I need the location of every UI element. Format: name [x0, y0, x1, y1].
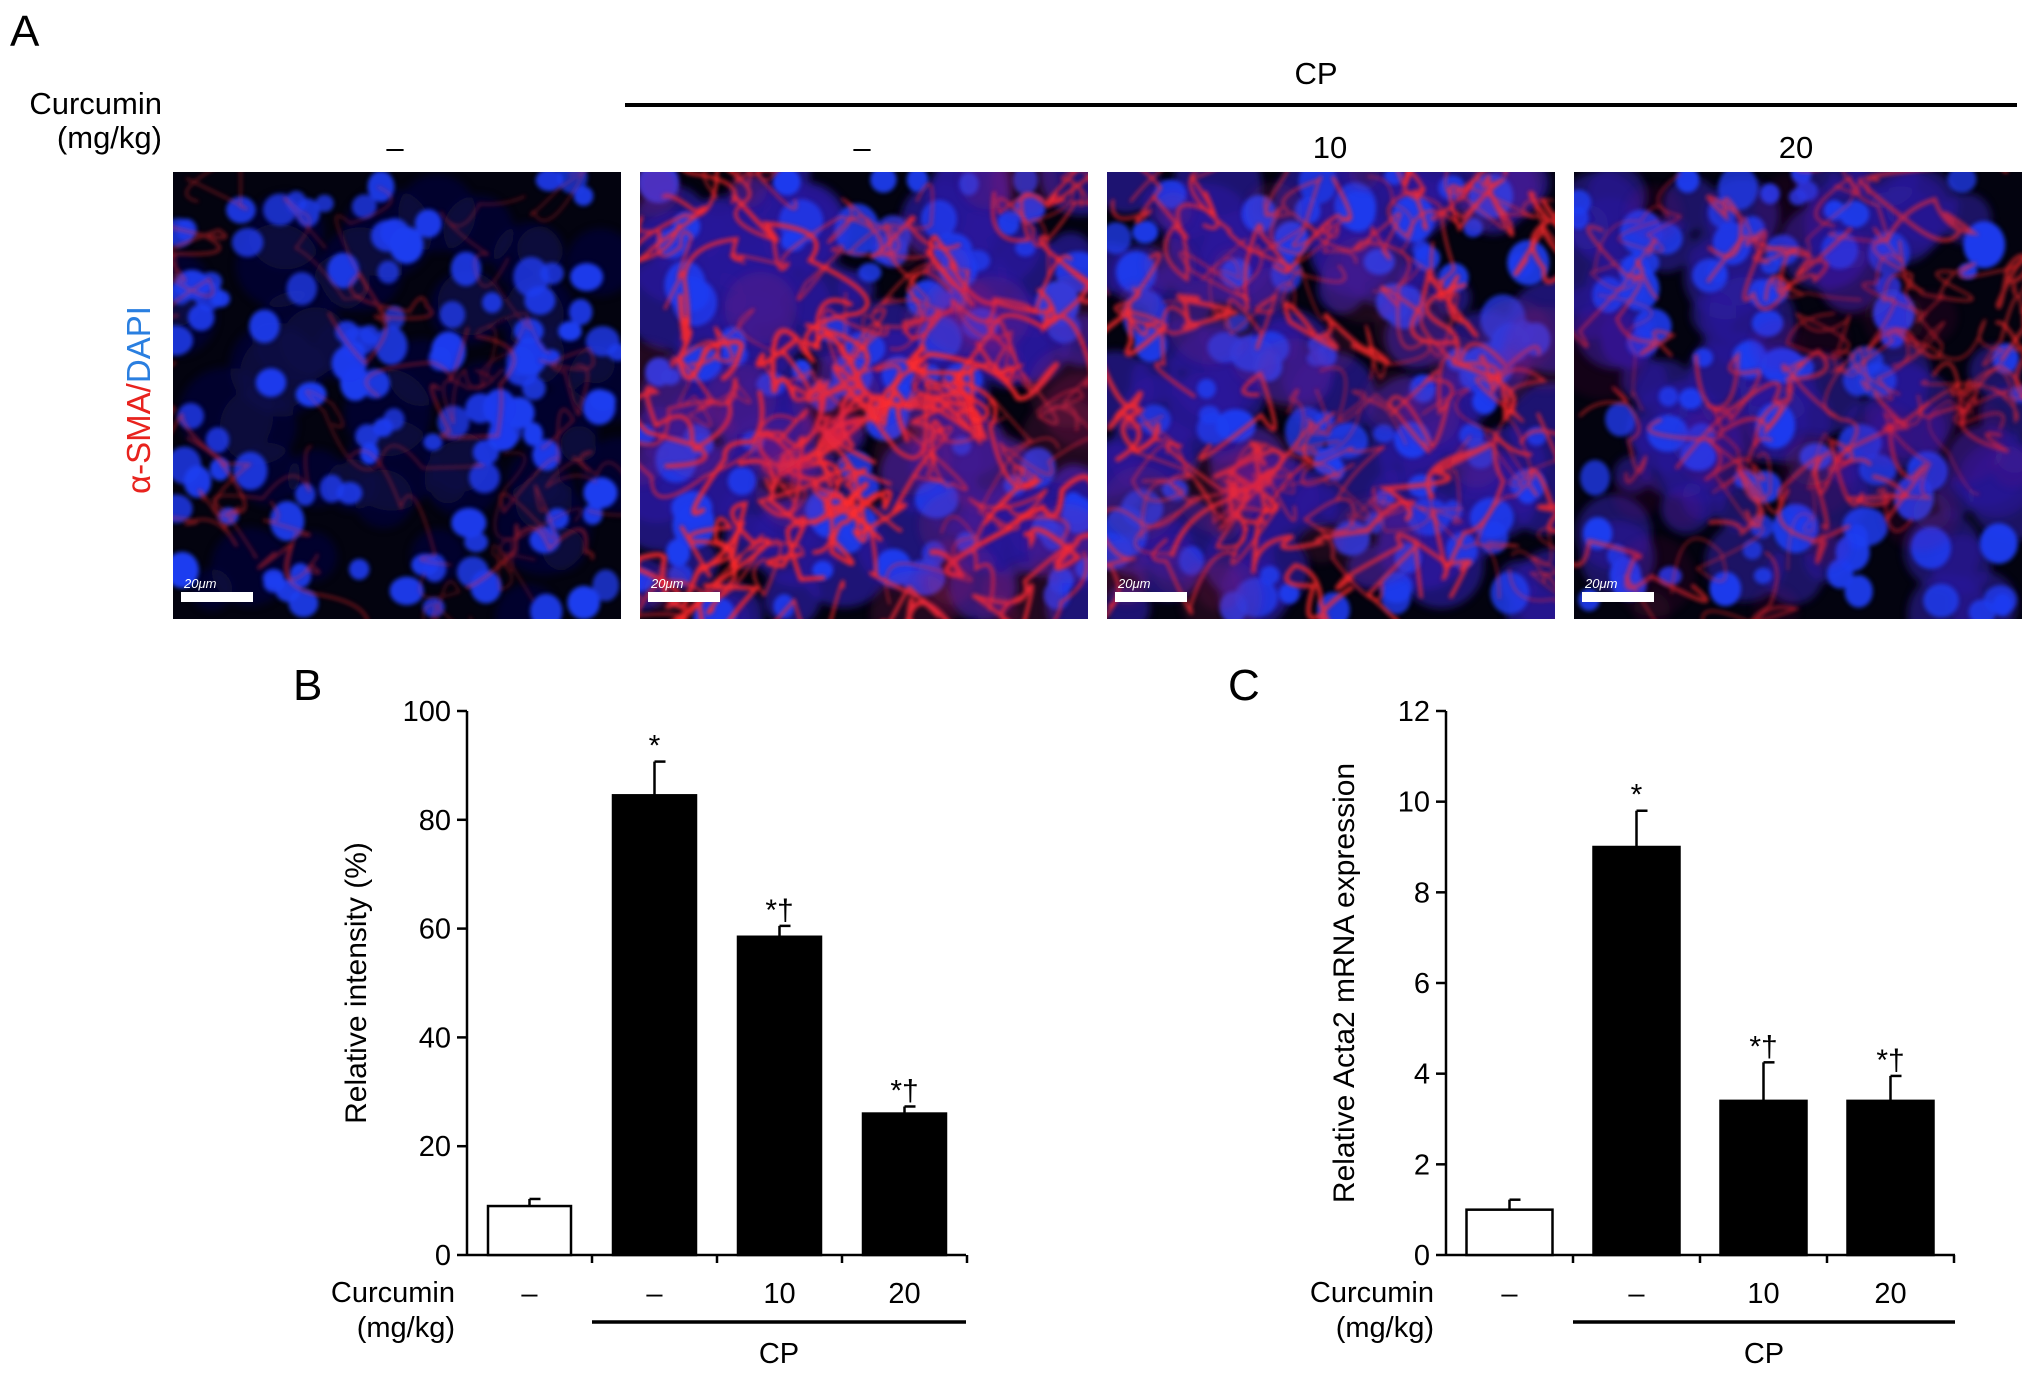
bar: [611, 794, 698, 1257]
scale-bar: [648, 592, 720, 602]
stain-label: α-SMA/DAPI: [120, 306, 157, 494]
chart-b: 0 20 40 60 80 100 Relative intensity (%) – * – *† 1…: [331, 696, 969, 1370]
significance-label: *: [1631, 779, 1643, 812]
image-dose-label: 10: [1313, 130, 1347, 165]
micrograph-image: 20μm: [1107, 172, 1555, 619]
bar: [1719, 1099, 1808, 1257]
panel-a-dose-label-line2: (mg/kg): [57, 120, 162, 155]
micrograph-row: 20μm 20μm 20μm 20μm: [173, 172, 2022, 619]
x-category-label: 10: [763, 1278, 795, 1310]
panel-a-treatment-label: CP: [1294, 56, 1337, 91]
micrograph-image: 20μm: [1574, 172, 2022, 619]
significance-label: *†: [1876, 1044, 1904, 1077]
image-dose-label: –: [386, 130, 404, 165]
image-dose-label: –: [853, 130, 871, 165]
x-category-label: –: [521, 1278, 538, 1310]
bar: [861, 1112, 948, 1257]
y-tick-label: 40: [419, 1022, 451, 1054]
bar: [1846, 1099, 1935, 1257]
x-category-label: 20: [888, 1278, 920, 1310]
bar: [1465, 1208, 1554, 1257]
y-tick-label: 12: [1398, 696, 1430, 728]
significance-label: *†: [1749, 1030, 1777, 1063]
significance-label: *: [649, 730, 661, 763]
stain-label-separator: /: [120, 382, 157, 392]
image-dose-label: 20: [1779, 130, 1813, 165]
micrograph-image: 20μm: [173, 172, 621, 619]
y-tick-label: 8: [1414, 877, 1430, 909]
x-category-label: 20: [1874, 1278, 1906, 1310]
scale-bar: [181, 592, 253, 602]
panel-b-letter: B: [293, 661, 322, 710]
chart-c: 0 2 4 6 8 10 12 Relative Acta2 mRNA expression –…: [1310, 696, 1956, 1370]
treatment-label: CP: [1744, 1338, 1784, 1370]
x-group-label-line2: (mg/kg): [1336, 1312, 1434, 1344]
y-tick-label: 10: [1398, 787, 1430, 819]
x-category-label: 10: [1747, 1278, 1779, 1310]
scale-bar: [1115, 592, 1187, 602]
scale-bar-label: 20μm: [1584, 576, 1618, 591]
x-group-label-line1: Curcumin: [1310, 1277, 1434, 1309]
stain-label-alpha-sma: α-SMA: [120, 392, 157, 494]
significance-label: *†: [890, 1074, 918, 1107]
x-category-label: –: [1501, 1278, 1518, 1310]
y-tick-label: 2: [1414, 1149, 1430, 1181]
bar: [736, 935, 823, 1257]
panel-c-letter: C: [1228, 661, 1260, 710]
scale-bar-label: 20μm: [183, 576, 217, 591]
y-tick-label: 60: [419, 914, 451, 946]
panel-a-letter: A: [10, 7, 40, 56]
significance-label: *†: [765, 894, 793, 927]
y-tick-label: 0: [435, 1240, 451, 1272]
scale-bar: [1582, 592, 1654, 602]
panel-a: A Curcumin (mg/kg) CP – – 10 20 α-SMA/DA…: [10, 7, 2022, 619]
bar: [486, 1204, 573, 1257]
x-category-label: –: [646, 1278, 663, 1310]
y-tick-label: 6: [1414, 968, 1430, 1000]
y-tick-label: 20: [419, 1131, 451, 1163]
stain-label-dapi: DAPI: [120, 306, 157, 383]
micrograph-image: 20μm: [640, 172, 1088, 619]
treatment-label: CP: [759, 1338, 799, 1370]
y-axis-title: Relative Acta2 mRNA expression: [1328, 763, 1361, 1203]
scale-bar-label: 20μm: [650, 576, 684, 591]
x-category-label: –: [1628, 1278, 1645, 1310]
x-group-label-line1: Curcumin: [331, 1277, 455, 1309]
scale-bar-label: 20μm: [1117, 576, 1151, 591]
panel-c: C 0 2 4 6 8 10 12 Relative Acta2 mRNA expressio…: [1228, 661, 1956, 1370]
x-group-label-line2: (mg/kg): [357, 1312, 455, 1344]
y-axis-title: Relative intensity (%): [340, 842, 373, 1124]
panel-a-dose-label-line1: Curcumin: [29, 86, 162, 121]
bar: [1592, 845, 1681, 1257]
y-tick-label: 80: [419, 805, 451, 837]
y-tick-label: 4: [1414, 1059, 1430, 1091]
y-tick-label: 0: [1414, 1240, 1430, 1272]
y-tick-label: 100: [403, 696, 451, 728]
panel-b: B 0 20 40 60 80 100 Relative intensity (%) – * – *…: [293, 661, 969, 1370]
